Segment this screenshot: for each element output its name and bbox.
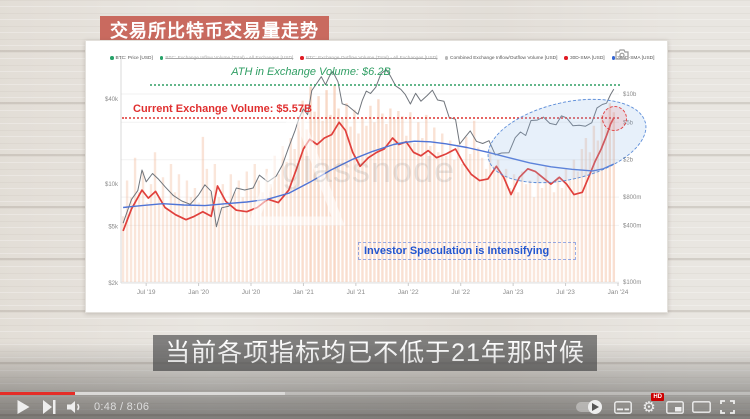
x-tick-label: Jul '23 xyxy=(556,289,575,296)
chart-card: $40k $10k $5k $2k $10b $5b $2b $800m $400m $100m J… xyxy=(85,40,668,313)
fullscreen-icon[interactable] xyxy=(714,397,740,417)
seek-bar-played xyxy=(0,392,75,395)
legend-label: 30D-SMA [USD] xyxy=(569,55,605,61)
legend-label: 365D-SMA [USD] xyxy=(617,55,655,61)
camera-export-icon[interactable] xyxy=(615,47,631,60)
miniplayer-icon[interactable] xyxy=(662,397,688,417)
y-right-tick-label: $100m xyxy=(623,280,641,286)
legend-dot-icon xyxy=(564,56,568,60)
x-tick-label: Jan '23 xyxy=(503,289,524,296)
player-controls: 0:48 / 8:06 ⚙ HD xyxy=(0,393,750,419)
caption-text: 当前各项指标均已不低于21年那时候 xyxy=(153,335,597,371)
sma365-line xyxy=(123,140,615,209)
legend-dot-icon xyxy=(611,56,616,60)
chart-legend: BTC: Price [USD] BTC: Exchange Inflow Vol… xyxy=(110,53,655,63)
autoplay-toggle[interactable] xyxy=(576,400,602,414)
x-tick-label: Jul '20 xyxy=(242,289,261,296)
x-tick-label: Jan '20 xyxy=(188,289,209,296)
play-button[interactable] xyxy=(10,397,36,417)
annotation-current-volume: Current Exchange Volume: $5.57B xyxy=(133,103,312,115)
volume-button[interactable] xyxy=(62,397,88,417)
legend-item[interactable]: BTC: Exchange Outflow Volume (Total) - A… xyxy=(300,55,438,61)
legend-item[interactable]: BTC: Price [USD] xyxy=(110,56,153,61)
legend-label: BTC: Price [USD] xyxy=(115,55,153,61)
x-tick-label: Jul '21 xyxy=(347,289,366,296)
legend-item[interactable]: BTC: Exchange Inflow Volume (Total) - Al… xyxy=(159,55,294,61)
x-tick-label: Jul '19 xyxy=(137,289,156,296)
x-tick-label: Jan '24 xyxy=(608,289,629,296)
y-left-tick-label: $40k xyxy=(105,97,119,103)
caption-bar: 当前各项指标均已不低于21年那时候 xyxy=(0,335,750,371)
current-volume-dotted-line xyxy=(122,117,619,119)
y-left-tick-label: $5k xyxy=(108,225,119,231)
x-tick-label: Jan '22 xyxy=(398,289,419,296)
annotation-ath: ATH in Exchange Volume: $6.2B xyxy=(231,66,391,78)
x-tick-label: Jul '22 xyxy=(451,289,470,296)
legend-dot-icon xyxy=(159,56,164,60)
legend-item[interactable]: 30D-SMA [USD] xyxy=(564,55,605,61)
y-right-tick-label: $10b xyxy=(623,92,637,98)
y-right-tick-label: $5b xyxy=(623,120,634,126)
seek-bar[interactable] xyxy=(0,392,750,395)
legend-item[interactable]: 365D-SMA [USD] xyxy=(611,55,655,61)
legend-dot-icon xyxy=(444,56,449,60)
annotation-speculation: Investor Speculation is Intensifying xyxy=(358,242,577,260)
seek-bar-buffered xyxy=(0,392,285,395)
sma30-line xyxy=(122,117,615,232)
price-line xyxy=(122,69,615,228)
legend-item[interactable]: Combined Exchange Inflow/Outflow Volume … xyxy=(444,55,558,61)
next-button[interactable] xyxy=(36,397,62,417)
legend-label: Combined Exchange Inflow/Outflow Volume … xyxy=(450,55,558,61)
y-left-tick-label: $2k xyxy=(108,281,119,287)
x-tick-label: Jan '21 xyxy=(293,289,314,296)
y-right-tick-label: $800m xyxy=(623,195,641,201)
subtitles-icon[interactable] xyxy=(610,397,636,417)
theater-mode-icon[interactable] xyxy=(688,397,714,417)
settings-gear-icon[interactable]: ⚙ HD xyxy=(642,393,664,416)
ath-dotted-line xyxy=(150,84,620,86)
current-point-circle-highlight xyxy=(602,106,627,131)
autoplay-knob xyxy=(588,400,602,414)
legend-label: BTC: Exchange Inflow Volume (Total) - Al… xyxy=(165,55,294,61)
legend-dot-icon xyxy=(110,56,114,60)
legend-dot-icon xyxy=(300,56,304,60)
legend-label: BTC: Exchange Outflow Volume (Total) - A… xyxy=(305,55,438,61)
hd-badge: HD xyxy=(651,393,664,401)
y-right-tick-label: $2b xyxy=(623,158,634,164)
y-left-tick-label: $10k xyxy=(105,182,119,188)
y-right-tick-label: $400m xyxy=(623,223,641,229)
time-display: 0:48 / 8:06 xyxy=(94,401,150,413)
